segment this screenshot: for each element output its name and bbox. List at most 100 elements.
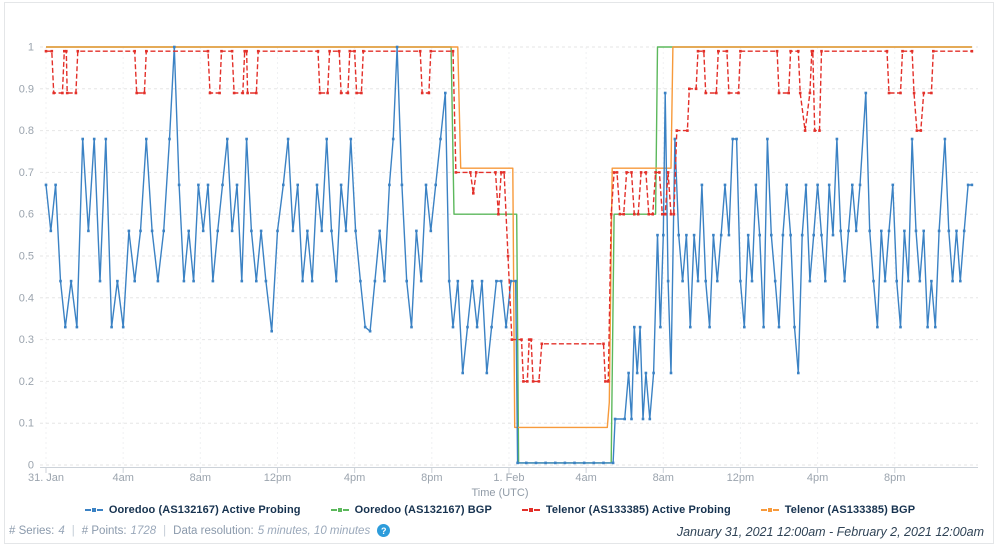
data-point-marker xyxy=(54,183,57,187)
data-point-marker xyxy=(469,171,472,174)
legend-item-telenor-bgp[interactable]: Telenor (AS133385) BGP xyxy=(760,504,916,516)
data-point-marker xyxy=(494,171,497,174)
data-point-marker xyxy=(835,137,839,141)
data-point-marker xyxy=(781,233,785,237)
data-point-marker xyxy=(64,325,67,329)
data-point-marker xyxy=(672,212,676,216)
chart-area[interactable]: 0 0.1 0.2 0.3 0.4 0.5 0.6 0.7 0.8 0.9 1 31. Jan 4am 8… xyxy=(0,0,1000,500)
data-point-marker xyxy=(919,129,923,132)
data-point-marker xyxy=(903,229,906,233)
data-point-marker xyxy=(326,91,329,95)
data-point-marker xyxy=(654,171,657,174)
data-point-marker xyxy=(677,233,680,237)
data-point-marker xyxy=(250,229,253,233)
x-axis-tick-label: 8pm xyxy=(421,472,442,484)
data-point-marker xyxy=(858,183,862,187)
data-point-marker xyxy=(44,49,48,53)
series-line-2[interactable] xyxy=(46,50,972,383)
legend-label: Telenor (AS133385) BGP xyxy=(784,504,916,516)
legend-item-ooredoo-active-probing[interactable]: Ooredoo (AS132167) Active Probing xyxy=(84,504,301,516)
data-point-marker xyxy=(420,91,424,95)
data-point-marker xyxy=(754,183,758,187)
data-point-marker xyxy=(187,229,190,233)
data-point-marker xyxy=(797,371,800,375)
data-point-marker xyxy=(330,229,333,233)
data-point-marker xyxy=(962,229,966,233)
data-point-marker xyxy=(378,229,381,233)
data-point-marker xyxy=(415,229,418,233)
data-point-marker xyxy=(444,91,447,95)
data-point-marker xyxy=(339,91,343,95)
y-axis-tick-label: 0.8 xyxy=(19,125,34,137)
data-point-marker xyxy=(775,49,779,53)
legend-item-ooredoo-bgp[interactable]: Ooredoo (AS132167) BGP xyxy=(330,504,492,516)
legend-item-telenor-active-probing[interactable]: Telenor (AS133385) Active Probing xyxy=(521,504,731,516)
data-point-marker xyxy=(611,461,615,465)
data-point-marker xyxy=(758,233,761,237)
data-point-marker xyxy=(891,183,895,187)
data-point-marker xyxy=(818,129,821,132)
data-point-marker xyxy=(355,91,358,95)
data-point-marker xyxy=(168,137,171,141)
data-point-marker xyxy=(932,49,935,53)
data-point-marker xyxy=(499,279,503,283)
data-point-marker xyxy=(743,325,746,329)
data-point-marker xyxy=(659,325,662,329)
x-axis-title: Time (UTC) xyxy=(471,487,529,499)
data-point-marker xyxy=(647,212,651,216)
series-line-3[interactable] xyxy=(46,46,972,429)
data-point-marker xyxy=(337,49,341,53)
data-point-marker xyxy=(573,461,576,465)
data-point-marker xyxy=(246,91,249,95)
data-point-marker xyxy=(959,279,962,283)
data-point-marker xyxy=(639,171,643,174)
data-point-marker xyxy=(666,279,670,283)
x-axis-tick-label: 8am xyxy=(653,472,674,484)
data-point-marker xyxy=(173,45,176,49)
data-point-marker xyxy=(344,229,348,233)
data-point-marker xyxy=(554,461,557,465)
data-point-marker xyxy=(514,279,517,283)
data-point-marker xyxy=(627,371,630,375)
data-point-marker xyxy=(777,91,781,95)
data-point-marker xyxy=(633,325,636,329)
data-point-marker xyxy=(405,279,408,283)
data-point-marker xyxy=(797,49,800,53)
chart-svg[interactable]: 0 0.1 0.2 0.3 0.4 0.5 0.6 0.7 0.8 0.9 1 31. Jan 4am 8… xyxy=(0,0,1000,500)
data-point-marker xyxy=(712,233,715,237)
data-point-marker xyxy=(218,91,221,95)
data-point-marker xyxy=(789,233,792,237)
help-icon[interactable]: ? xyxy=(377,524,391,537)
x-axis-tick-label: 8am xyxy=(190,472,211,484)
data-point-marker xyxy=(133,279,136,283)
date-range: January 31, 2021 12:00am - February 2, 2… xyxy=(676,525,984,539)
data-point-marker xyxy=(966,183,970,187)
data-point-marker xyxy=(240,279,244,283)
data-point-marker xyxy=(220,49,223,53)
data-point-marker xyxy=(424,183,428,187)
data-point-marker xyxy=(625,171,628,174)
data-point-marker xyxy=(612,171,616,174)
data-point-marker xyxy=(955,229,958,233)
data-point-marker xyxy=(737,91,740,95)
data-point-marker xyxy=(658,171,661,174)
data-point-marker xyxy=(451,325,455,329)
data-point-marker xyxy=(951,279,954,283)
legend-marker-icon xyxy=(521,506,540,514)
data-point-marker xyxy=(652,371,655,375)
data-point-marker xyxy=(306,229,309,233)
data-point-marker xyxy=(368,329,372,333)
data-point-marker xyxy=(816,183,819,187)
data-point-marker xyxy=(527,338,531,341)
data-point-marker xyxy=(230,49,234,53)
data-point-marker xyxy=(910,49,914,53)
y-axis-tick-label: 0.2 xyxy=(19,376,34,388)
legend-label: Telenor (AS133385) Active Probing xyxy=(545,504,731,516)
data-point-marker xyxy=(630,171,633,174)
data-point-marker xyxy=(525,461,528,465)
data-point-marker xyxy=(139,229,142,233)
series-line-0[interactable] xyxy=(45,46,972,464)
data-point-marker xyxy=(230,229,234,233)
data-point-marker xyxy=(156,279,160,283)
data-point-marker xyxy=(544,461,547,465)
